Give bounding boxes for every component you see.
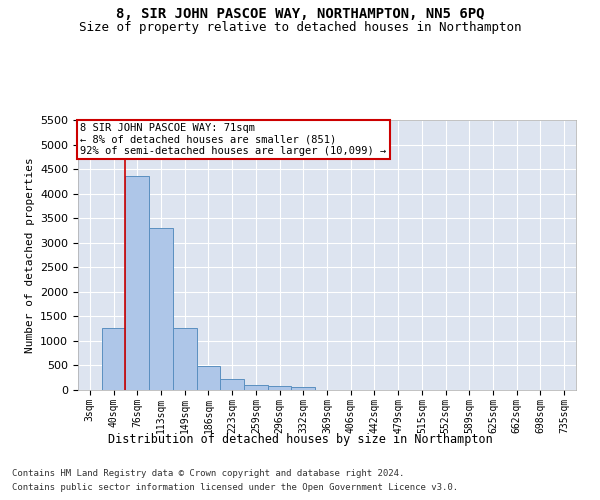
Text: 8 SIR JOHN PASCOE WAY: 71sqm
← 8% of detached houses are smaller (851)
92% of se: 8 SIR JOHN PASCOE WAY: 71sqm ← 8% of det… <box>80 122 387 156</box>
Bar <box>102 328 125 390</box>
Bar <box>149 228 173 390</box>
Bar <box>244 386 268 390</box>
Text: Size of property relative to detached houses in Northampton: Size of property relative to detached ho… <box>79 21 521 34</box>
Text: Contains HM Land Registry data © Crown copyright and database right 2024.: Contains HM Land Registry data © Crown c… <box>12 468 404 477</box>
Y-axis label: Number of detached properties: Number of detached properties <box>25 157 35 353</box>
Bar <box>173 328 197 390</box>
Bar <box>268 386 292 390</box>
Text: Distribution of detached houses by size in Northampton: Distribution of detached houses by size … <box>107 432 493 446</box>
Bar <box>220 379 244 390</box>
Text: 8, SIR JOHN PASCOE WAY, NORTHAMPTON, NN5 6PQ: 8, SIR JOHN PASCOE WAY, NORTHAMPTON, NN5… <box>116 8 484 22</box>
Bar <box>292 387 315 390</box>
Bar <box>125 176 149 390</box>
Bar <box>197 366 220 390</box>
Text: Contains public sector information licensed under the Open Government Licence v3: Contains public sector information licen… <box>12 484 458 492</box>
